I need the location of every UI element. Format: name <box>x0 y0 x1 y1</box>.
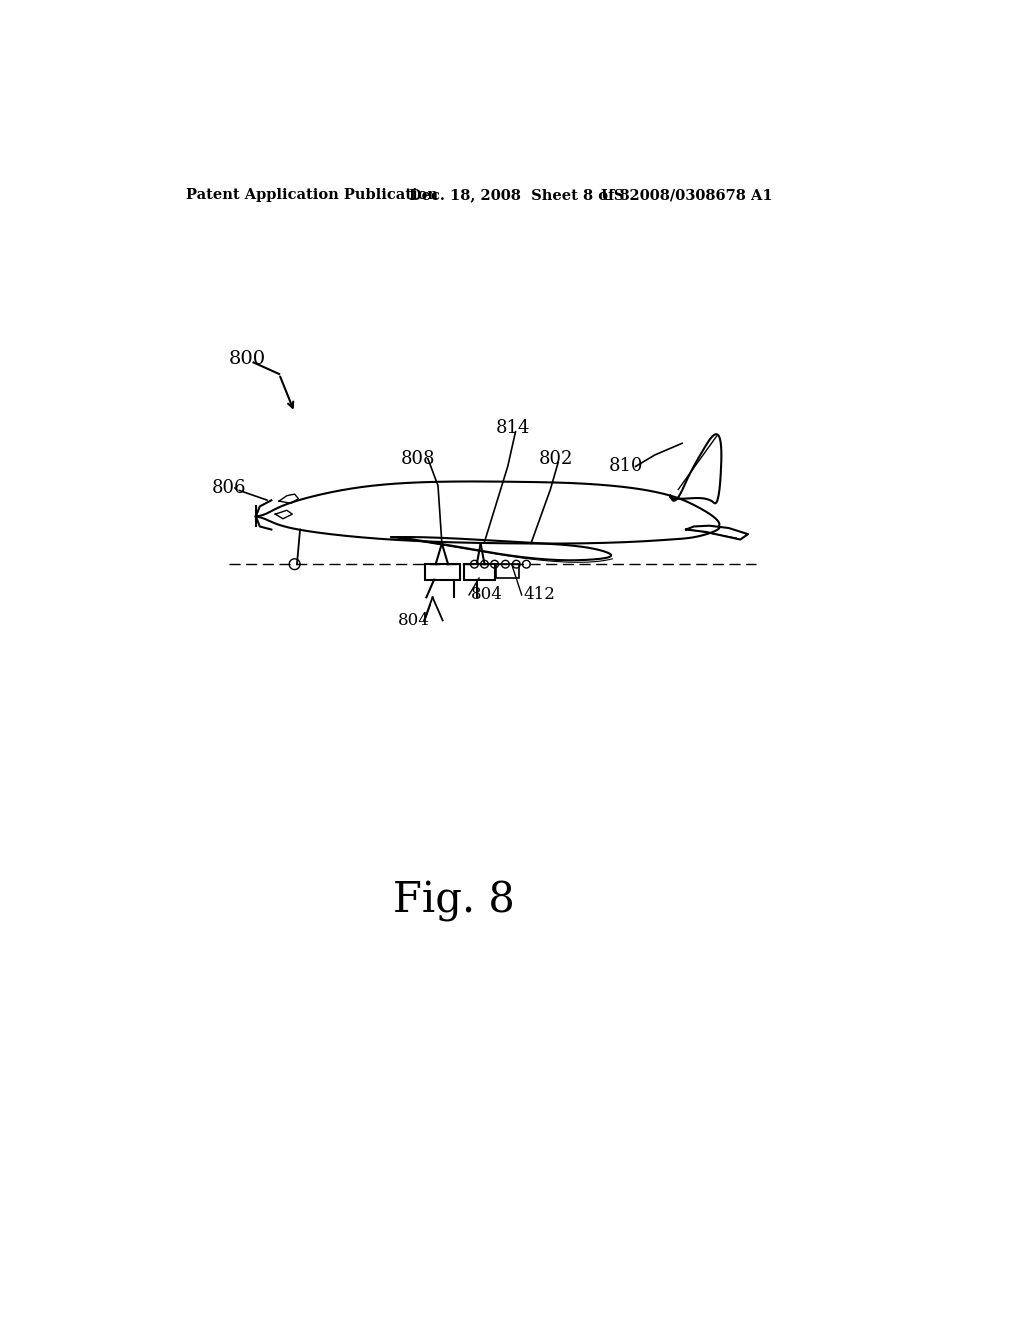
Text: 804: 804 <box>471 586 503 603</box>
Text: 804: 804 <box>397 612 430 628</box>
Text: Fig. 8: Fig. 8 <box>392 880 514 923</box>
Text: Patent Application Publication: Patent Application Publication <box>186 189 438 202</box>
Bar <box>425 564 460 579</box>
Text: US 2008/0308678 A1: US 2008/0308678 A1 <box>601 189 772 202</box>
Bar <box>496 564 519 578</box>
Text: 810: 810 <box>608 458 643 475</box>
Bar <box>464 564 495 579</box>
Text: 412: 412 <box>523 586 555 603</box>
Text: 802: 802 <box>539 450 573 467</box>
Text: 806: 806 <box>212 479 246 496</box>
Text: 800: 800 <box>228 350 266 367</box>
Text: Dec. 18, 2008  Sheet 8 of 8: Dec. 18, 2008 Sheet 8 of 8 <box>410 189 630 202</box>
Text: 814: 814 <box>496 418 530 437</box>
Text: 808: 808 <box>400 450 435 467</box>
